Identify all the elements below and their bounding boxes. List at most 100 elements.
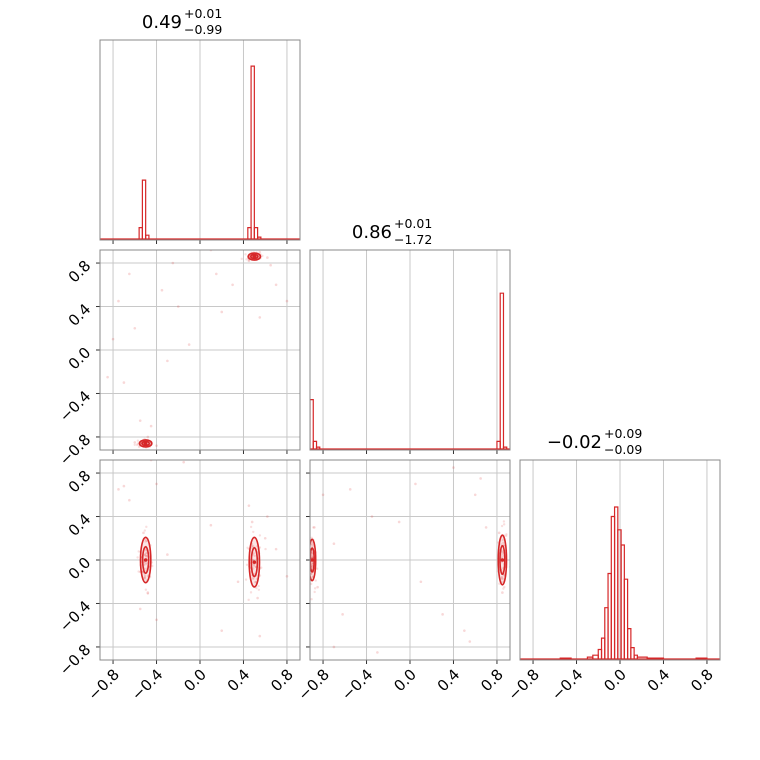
mode-dot-pair-0-1-1-27 [136,439,140,442]
mode-dot-pair-0-2-1-56 [253,572,256,576]
scatter-point-pair-0-1-11 [149,424,153,428]
scatter-point-pair-0-2-9 [220,629,224,632]
mode-contour-inner-pair-0-1-1 [141,440,151,447]
scatter-point-pair-0-1-24 [111,337,115,341]
title-value-1: 0.86 [352,222,392,243]
mode-dot-pair-1-2-1-10 [504,534,508,538]
panel-pair-0-2 [96,459,301,664]
panel-hist-1: 0.86 +0.01−1.72 [309,216,511,454]
pair-content-0-1 [106,250,289,449]
mode-dot-pair-0-2-1-30 [249,525,253,529]
scatter-point-pair-1-2-2 [370,515,374,518]
scatter-point-pair-0-2-0 [117,488,120,491]
mode-dot-pair-0-2-1-49 [252,552,255,555]
scatter-point-pair-0-2-16 [146,591,150,594]
mode-dot-pair-1-2-0-53 [312,526,315,529]
mode-dot-pair-0-2-1-6 [254,581,257,584]
mode-center-pair-0-1-0 [252,254,257,259]
x-tick-label-col1-1: −0.4 [338,666,376,704]
mode-center-pair-0-1-1 [143,441,148,446]
hist-bin-0-6 [257,236,262,239]
mode-dot-pair-0-2-0-29 [143,577,147,580]
scatter-point-pair-1-2-21 [376,651,379,654]
scatter-point-pair-0-1-18 [220,310,224,314]
y-tick-label-row1-1: −0.4 [56,387,94,425]
mode-dot-pair-0-2-1-37 [245,563,249,566]
mode-dot-pair-1-2-0-13 [311,556,314,559]
mode-dot-pair-1-2-1-58 [498,582,501,585]
hist-bin-1-5 [502,446,508,449]
mode-dot-pair-0-2-1-34 [255,586,258,590]
frame-hist-2 [519,459,721,661]
mode-center-pair-0-2-1 [252,560,257,564]
y-tick-label-row2-4: 0.8 [65,467,95,497]
mode-dot-pair-1-2-1-29 [501,577,505,580]
scatter-point-pair-0-2-8 [258,634,262,638]
mode-dot-pair-0-2-0-46 [144,538,147,541]
mode-contour-inner-pair-0-2-1 [250,547,259,578]
scatter-point-pair-0-2-17 [274,547,278,551]
mode-dot-pair-1-2-0-34 [310,536,313,540]
x-tick-label-col0-1: −0.4 [128,666,166,704]
x-tick-label-col2-3: 0.4 [644,666,674,696]
mode-dot-pair-1-2-1-56 [503,585,506,589]
scatter-point-pair-0-2-6 [266,515,269,518]
y-tick-label-row2-1: −0.4 [56,597,94,635]
hist-bin-2-11 [623,578,629,659]
y-tick-label-row2-3: 0.4 [65,510,95,540]
mode-dot-pair-0-2-1-11 [257,584,260,588]
hist-bin-1-0 [310,399,314,449]
mode-dot-pair-0-1-0-16 [245,258,248,261]
mode-dot-pair-0-1-1-21 [135,443,139,447]
y-tick-label-row2-0: −0.8 [56,641,94,679]
mode-contour-outer-pair-0-2-0 [139,536,152,584]
mode-dot-pair-0-2-0-23 [144,554,147,557]
scatter-point-pair-1-2-13 [497,531,501,535]
hist-bars-2 [520,506,720,660]
scatter-point-pair-1-2-9 [473,493,477,497]
x-tick-label-col2-2: 0.0 [600,666,630,696]
scatter-point-pair-0-1-26 [171,261,175,265]
scatter-point-pair-1-2-3 [414,482,417,486]
scatter-point-pair-0-1-23 [128,272,131,276]
scatter-point-pair-1-2-6 [332,645,336,649]
mode-dot-pair-1-2-1-49 [501,552,504,555]
mode-dot-pair-1-2-0-37 [313,590,316,594]
mode-dot-pair-0-2-0-18 [144,552,148,555]
title-minus-0: −0.99 [184,22,222,37]
mode-dot-pair-0-2-0-12 [143,529,147,532]
mode-dot-pair-0-1-1-15 [137,445,141,449]
y-tick-label-row1-3: 0.4 [65,300,95,330]
scatter-point-pair-1-2-11 [397,520,401,524]
scatter-point-pair-0-1-27 [285,299,289,303]
mode-dot-pair-1-2-0-57 [314,579,317,582]
mode-dot-pair-0-2-1-14 [254,580,257,584]
mode-dot-pair-0-2-0-53 [145,525,148,529]
mode-dot-pair-1-2-1-4 [501,538,504,542]
mode-contour-inner-pair-1-2-1 [499,544,506,576]
hist-bin-1-4 [499,292,505,449]
hist-bin-0-1 [141,179,147,239]
scatter-point-pair-1-2-10 [484,526,488,529]
mode-dot-pair-0-2-0-37 [143,576,146,580]
scatter-point-pair-0-2-14 [142,531,145,535]
mode-dot-pair-0-2-0-35 [145,539,148,543]
panel-pair-1-2 [306,459,511,664]
mode-contour-inner-pair-0-1-0 [249,253,259,260]
mode-dot-pair-1-2-1-12 [500,576,504,579]
mode-dot-pair-0-2-1-5 [252,577,255,581]
hist-bin-1-1 [312,440,318,449]
frame-pair-1-2 [309,459,511,661]
mode-dot-pair-1-2-0-12 [315,567,319,570]
scatter-point-pair-1-2-4 [332,542,336,545]
mode-dot-pair-0-1-0-49 [240,257,243,261]
frame-pair-0-2 [99,459,301,661]
scatter-point-pair-1-2-14 [501,591,504,594]
scatter-point-pair-0-2-12 [138,607,142,611]
title-minus-2: −0.09 [604,442,642,457]
mode-contour-inner-pair-0-2-0 [141,546,150,574]
mode-dot-pair-0-1-1-41 [136,442,140,445]
hist-bin-2-17 [695,657,708,659]
mode-dot-pair-0-2-1-28 [246,546,249,549]
